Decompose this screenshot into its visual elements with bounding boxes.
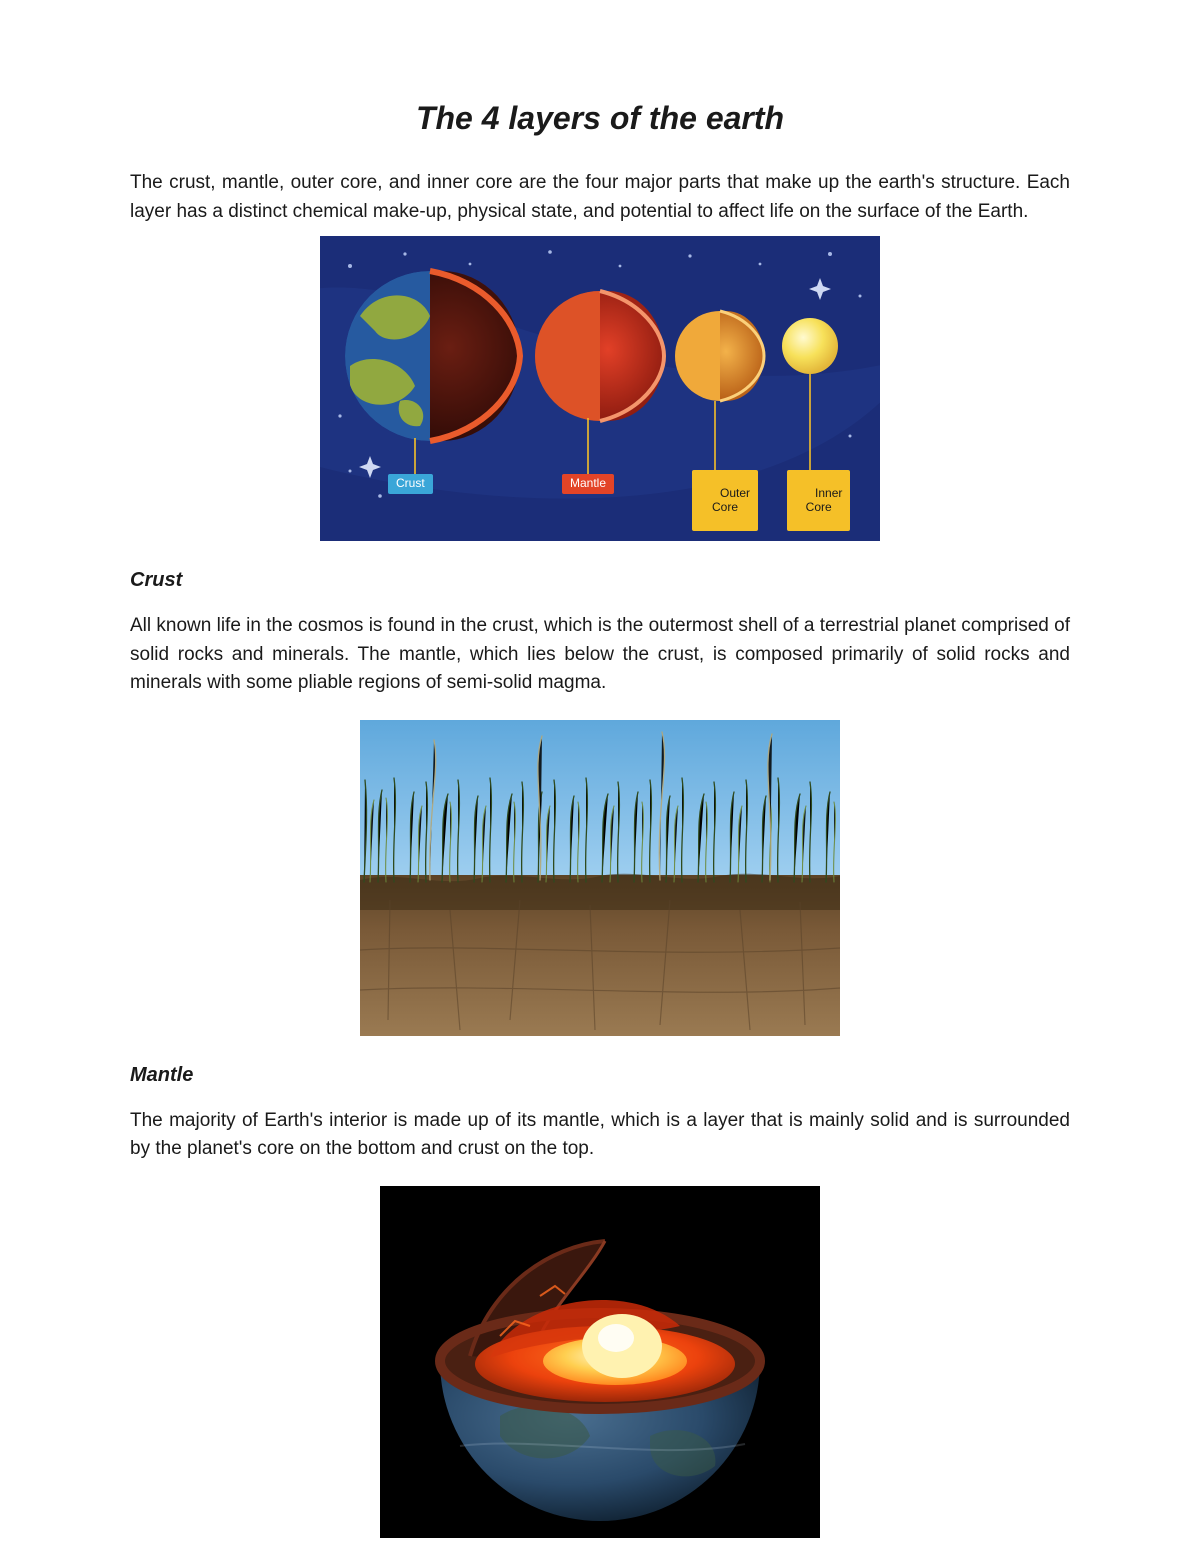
diagram-mantle [535,291,664,421]
label-outer-core-text: Outer Core [712,486,750,514]
label-crust: Crust [388,474,433,494]
crust-heading: Crust [130,569,1070,592]
mantle-body: The majority of Earth's interior is made… [130,1107,1070,1164]
label-mantle: Mantle [562,474,614,494]
label-outer-core: Outer Core [692,470,758,531]
crust-cross-section-figure [360,720,840,1036]
label-inner-core-text: Inner Core [806,486,843,514]
label-crust-text: Crust [396,476,425,490]
label-mantle-text: Mantle [570,476,606,490]
diagram-earth [345,271,520,441]
diagram-inner-core [782,318,838,374]
mantle-cutaway-figure [380,1186,820,1538]
mantle-heading: Mantle [130,1064,1070,1087]
crust-body: All known life in the cosmos is found in… [130,612,1070,698]
page-title: The 4 layers of the earth [130,100,1070,137]
earth-layers-diagram: Crust Mantle Outer Core Inner Core [320,236,880,541]
diagram-outer-core [675,311,764,401]
label-inner-core: Inner Core [787,470,850,531]
intro-paragraph: The crust, mantle, outer core, and inner… [130,169,1070,226]
